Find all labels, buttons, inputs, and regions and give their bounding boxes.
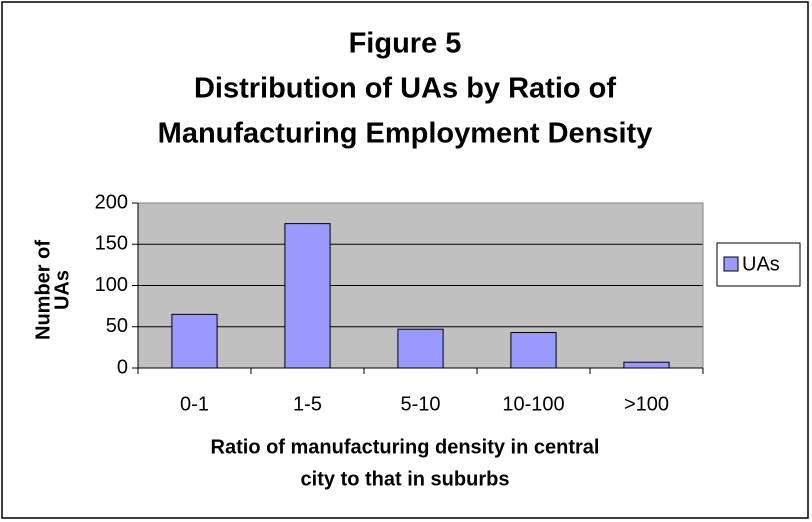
y-axis-label: UAs [51,270,73,310]
bar [397,328,444,369]
x-tick-label: 10-100 [502,393,564,415]
legend-swatch [723,256,739,272]
chart-title: Distribution of UAs by Ratio of [194,73,616,105]
y-tick-label: 50 [106,315,128,337]
chart-title: Figure 5 [349,28,462,60]
legend-label: UAs [742,253,780,275]
bar [623,361,670,369]
x-axis-label: city to that in suburbs [301,468,510,490]
x-tick-label: 0-1 [180,393,209,415]
x-tick-label: 1-5 [293,393,322,415]
x-axis-label: Ratio of manufacturing density in centra… [211,436,600,458]
y-tick-label: 150 [95,233,128,255]
y-tick-label: 200 [95,191,128,213]
bar [171,313,218,369]
chart-title: Manufacturing Employment Density [158,118,653,150]
y-axis-label: Number of [32,240,54,340]
bar [284,223,331,369]
y-tick-label: 100 [95,274,128,296]
x-tick-label: >100 [624,393,669,415]
x-tick-label: 5-10 [400,393,440,415]
y-tick-label: 0 [117,356,128,378]
bar [510,332,557,369]
